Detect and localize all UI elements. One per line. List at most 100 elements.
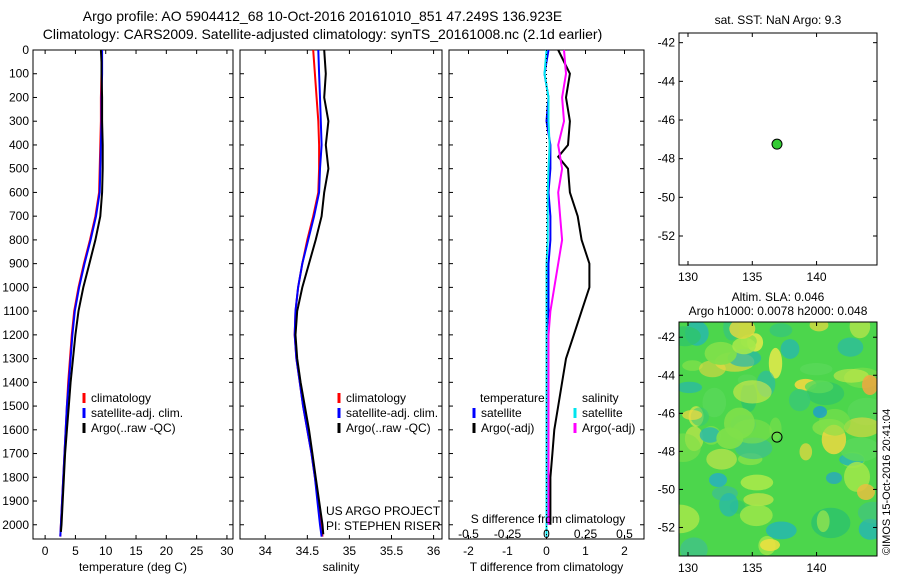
project-label: US ARGO PROJECT [326, 504, 441, 518]
heatmap-cell [857, 501, 877, 524]
heatmap-cell [760, 539, 780, 551]
heatmap-cell [809, 322, 829, 332]
heatmap-cell [804, 380, 834, 394]
y-tick-label: 1500 [2, 399, 29, 413]
heatmap-cell [719, 493, 739, 517]
y-tick-label: 100 [9, 67, 29, 81]
x-tick-label: 35.5 [380, 544, 404, 558]
x-tick-label: -2 [463, 544, 474, 558]
y-tick-label: -52 [658, 520, 676, 534]
x-tick-label: 130 [678, 561, 698, 575]
y-tick-label: 1600 [2, 423, 29, 437]
legend-label: Argo(-adj) [481, 421, 534, 435]
x-tick-label: 36 [427, 544, 441, 558]
heatmap-cell [840, 437, 877, 462]
x-tick-label: 135 [742, 270, 762, 284]
legend-title-salinity: salinity [582, 391, 619, 405]
heatmap-cell [800, 363, 833, 376]
top-tick-label: -0.5 [458, 527, 479, 541]
y-tick-label: 1200 [2, 328, 29, 342]
legend-label: satellite-adj. clim. [91, 406, 183, 420]
heatmap-cell [818, 408, 851, 436]
heatmap-cell [862, 375, 877, 395]
plot-frame [239, 49, 443, 540]
x-tick-label: 15 [129, 544, 143, 558]
heatmap-cell [768, 347, 783, 379]
heatmap-cell [679, 504, 700, 534]
top-tick-label: 0.5 [616, 527, 633, 541]
y-tick-label: 1700 [2, 447, 29, 461]
x-tick-label: 1 [582, 544, 589, 558]
x-tick-label: 2 [621, 544, 628, 558]
y-tick-label: 700 [9, 209, 29, 223]
heatmap-cell [844, 417, 877, 438]
y-tick-label: 1300 [2, 352, 29, 366]
sla-map-title: Altim. SLA: 0.046 [732, 290, 825, 304]
heatmap-cell [769, 417, 782, 442]
pi-label: PI: STEPHEN RISER [326, 519, 441, 533]
difference-panel: -2 -1 0 1 2 T difference from climatology -0.5… [448, 49, 645, 574]
x-tick-label: 20 [160, 544, 174, 558]
y-tick-label: 500 [9, 162, 29, 176]
y-tick-label: 300 [9, 114, 29, 128]
y-tick-label: 1100 [3, 304, 29, 318]
legend-label: Argo(..raw -QC) [91, 421, 176, 435]
heatmap-cell [743, 493, 774, 507]
y-tick-label: -46 [658, 113, 676, 127]
map-frame [678, 32, 878, 266]
top-tick-label: -0.25 [494, 527, 522, 541]
heatmap-cell [679, 433, 701, 462]
heatmap-cell [826, 472, 842, 484]
sla-heatmap [679, 322, 877, 556]
y-tick-label: -42 [658, 36, 676, 50]
heatmap-cell [833, 368, 869, 383]
x-tick-label: 130 [678, 270, 698, 284]
sla-map-subtitle: Argo h1000: 0.0078 h2000: 0.048 [689, 304, 868, 318]
y-tick-label: 1800 [2, 470, 29, 484]
sst-map-panel: sat. SST: NaN Argo: 9.3 130 135 140 -42 -44 -4… [658, 13, 878, 284]
heatmap-cell [709, 473, 727, 487]
heatmap-cell [857, 484, 875, 500]
legend-label: Argo(-adj) [582, 421, 635, 435]
x-tick-label: -1 [502, 544, 513, 558]
y-tick-label: -50 [658, 190, 676, 204]
series-line [549, 49, 591, 525]
heatmap-cell [799, 443, 813, 461]
y-tick-label: 900 [9, 257, 29, 271]
heatmap-cell [716, 427, 744, 450]
x-tick-label: 0 [543, 544, 550, 558]
x-tick-label: 35 [343, 544, 357, 558]
legend-label: climatology [346, 391, 406, 405]
y-tick-label: -46 [658, 406, 676, 420]
top-axis-label: S difference from climatology [471, 512, 626, 526]
top-tick-label: 0.25 [574, 527, 598, 541]
series-line [294, 49, 330, 535]
heatmap-cell [699, 427, 721, 443]
y-tick-label: 400 [9, 138, 29, 152]
x-tick-label: 34.5 [296, 544, 320, 558]
heatmap-cell [682, 410, 703, 420]
heatmap-cell [680, 537, 708, 556]
heatmap-cell [837, 337, 864, 357]
sst-map-title: sat. SST: NaN Argo: 9.3 [715, 13, 842, 27]
y-tick-label: 1900 [2, 494, 29, 508]
argo-location-marker [771, 431, 783, 443]
y-tick-label: -52 [658, 229, 676, 243]
heatmap-cell [735, 437, 773, 460]
legend-label: satellite [582, 406, 623, 420]
x-tick-label: 140 [807, 561, 827, 575]
temperature-panel: 0 5 10 15 20 25 300100200300400500600700800900… [2, 43, 234, 574]
top-tick-label: 0 [543, 527, 550, 541]
heatmap-cell [816, 510, 830, 533]
y-tick-label: 2000 [2, 518, 29, 532]
y-tick-label: 800 [9, 233, 29, 247]
plot-title-line2: Climatology: CARS2009. Satellite-adjuste… [42, 26, 603, 42]
heatmap-cell [679, 381, 703, 394]
heatmap-cell [682, 360, 703, 371]
heatmap-cell [788, 389, 811, 412]
x-tick-label: 5 [72, 544, 79, 558]
y-tick-label: 1000 [2, 280, 29, 294]
heatmap-cell [706, 448, 737, 470]
legend-label: satellite-adj. clim. [346, 406, 438, 420]
